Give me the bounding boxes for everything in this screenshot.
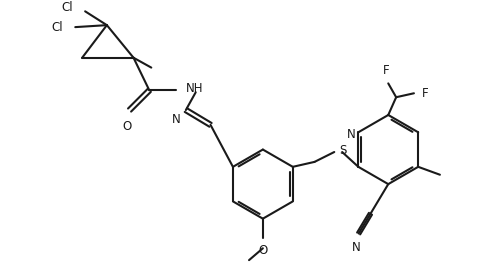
Text: O: O: [122, 120, 131, 133]
Text: NH: NH: [186, 82, 203, 95]
Text: O: O: [258, 244, 268, 257]
Text: N: N: [172, 113, 181, 126]
Text: Cl: Cl: [61, 1, 73, 14]
Text: N: N: [347, 128, 355, 141]
Text: Cl: Cl: [52, 21, 64, 34]
Text: F: F: [383, 64, 390, 78]
Text: S: S: [339, 144, 347, 157]
Text: F: F: [422, 87, 428, 100]
Text: N: N: [352, 241, 361, 254]
